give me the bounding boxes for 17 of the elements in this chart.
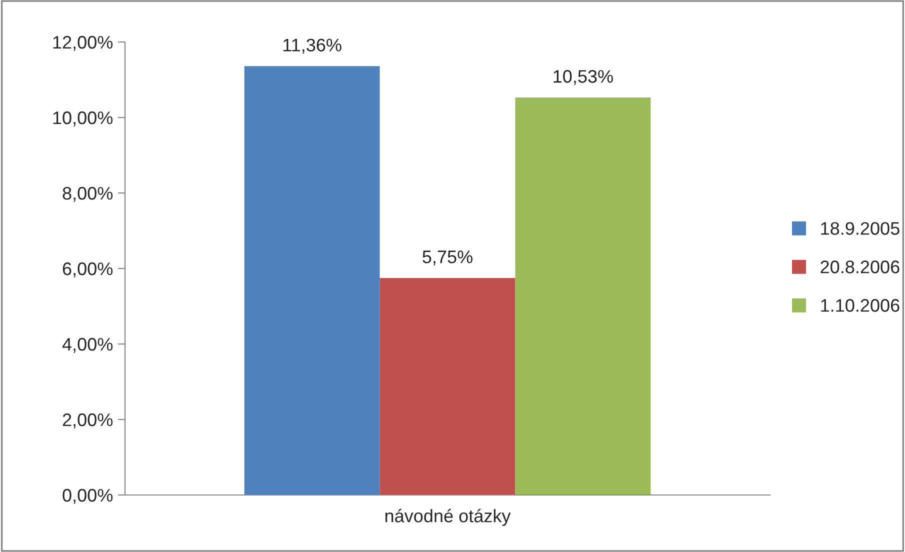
- data-label: 11,36%: [283, 38, 342, 54]
- y-tick-label: 2,00%: [62, 413, 113, 428]
- bar: [515, 97, 651, 495]
- y-tick-label: 10,00%: [53, 111, 113, 126]
- data-label: 5,75%: [422, 250, 472, 266]
- y-tick-label: 0,00%: [62, 488, 113, 504]
- bar: [380, 278, 516, 495]
- legend-label: 18.9.2005: [821, 222, 900, 235]
- data-label: 10,53%: [554, 70, 613, 85]
- y-tick-label: 12,00%: [53, 36, 113, 51]
- x-tick-label: návodné otázky: [385, 508, 511, 526]
- y-tick-label: 6,00%: [62, 262, 113, 278]
- y-tick-label: 8,00%: [62, 186, 113, 202]
- bar: [244, 66, 380, 495]
- legend-label: 1.10.2006: [821, 299, 900, 312]
- legend-label: 20.8.2006: [820, 260, 900, 274]
- y-tick-label: 4,00%: [62, 338, 113, 353]
